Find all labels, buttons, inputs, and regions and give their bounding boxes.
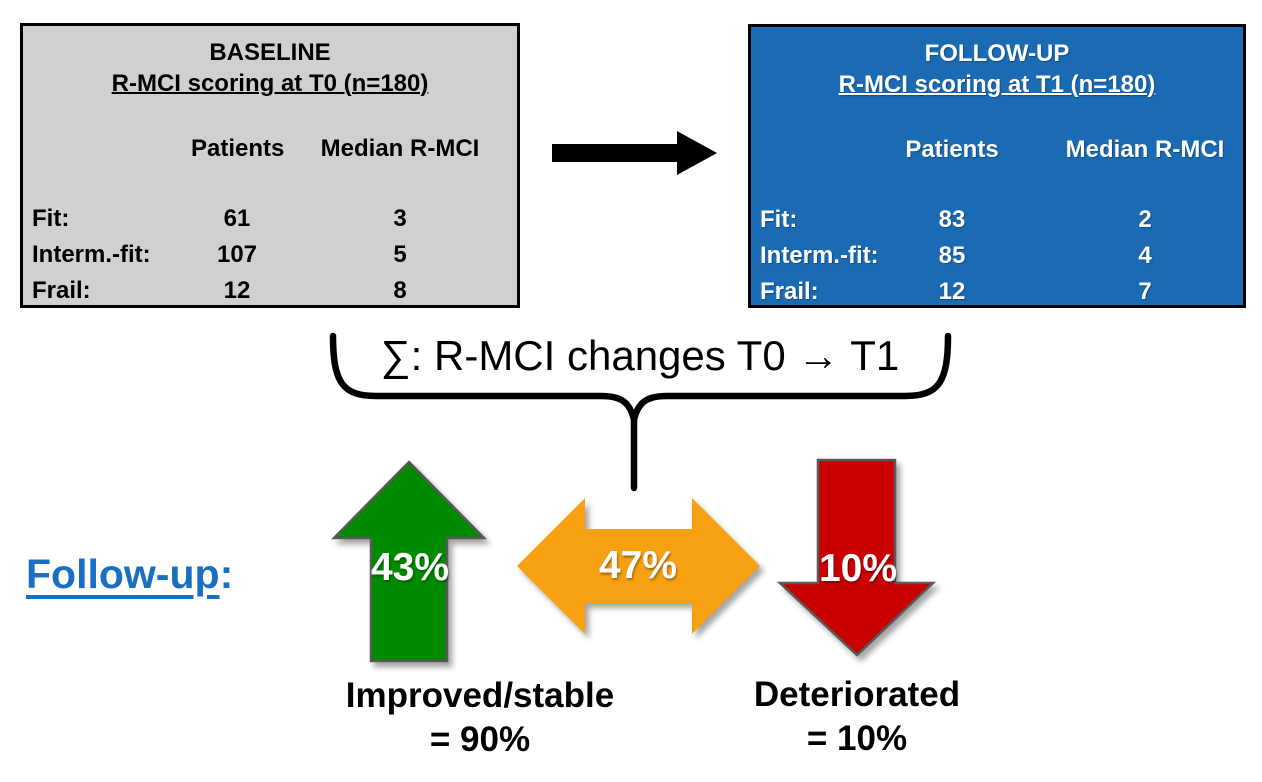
followup-caption-colon: :: [219, 551, 234, 597]
followup-box: FOLLOW-UP R-MCI scoring at T1 (n=180) Pa…: [748, 24, 1246, 308]
baseline-box: BASELINE R-MCI scoring at T0 (n=180) Pat…: [20, 23, 520, 308]
table-row: Interm.-fit: 107 5: [32, 241, 407, 268]
deteriorated-line1: Deteriorated: [753, 675, 961, 714]
followup-header-row: Patients Median R-MCI: [751, 135, 1243, 165]
right-arrow-icon: [552, 131, 717, 175]
table-row: Interm.-fit: 85 4: [760, 242, 1152, 269]
followup-col-patients: Patients: [905, 136, 999, 163]
baseline-header-row: Patients Median R-MCI: [23, 134, 517, 164]
deteriorated-line2: = 10%: [806, 719, 908, 758]
sum-changes-label: ∑: R-MCI changes T0 → T1: [380, 332, 900, 379]
table-row: Frail: 12 7: [760, 278, 1152, 305]
followup-subtitle: R-MCI scoring at T1 (n=180): [838, 71, 1156, 98]
improved-stable-line1: Improved/stable: [345, 676, 615, 715]
table-row: Fit: 61 3: [32, 205, 407, 232]
deteriorated-percentage: 10%: [818, 547, 898, 590]
improved-stable-caption: Improved/stable = 90%: [290, 674, 670, 762]
followup-table: Patients Median R-MCI Fit: 83 2 Interm.-…: [751, 135, 1243, 310]
followup-caption-text: Follow-up: [26, 551, 220, 597]
baseline-col-median: Median R-MCI: [320, 135, 480, 162]
baseline-table: Patients Median R-MCI Fit: 61 3 Interm.-…: [23, 134, 517, 309]
improved-stable-line2: = 90%: [429, 720, 531, 759]
table-row: Fit: 83 2: [760, 206, 1152, 233]
stable-percentage: 47%: [598, 544, 678, 587]
baseline-subtitle: R-MCI scoring at T0 (n=180): [111, 70, 429, 97]
baseline-title: BASELINE: [209, 39, 331, 66]
followup-title: FOLLOW-UP: [924, 40, 1070, 67]
followup-caption: Follow-up:: [26, 551, 233, 598]
deteriorated-caption: Deteriorated = 10%: [667, 673, 1047, 761]
table-row: Frail: 12 8: [32, 277, 407, 304]
followup-col-median: Median R-MCI: [1065, 136, 1225, 163]
baseline-col-patients: Patients: [191, 135, 285, 162]
improved-percentage: 43%: [370, 546, 450, 589]
